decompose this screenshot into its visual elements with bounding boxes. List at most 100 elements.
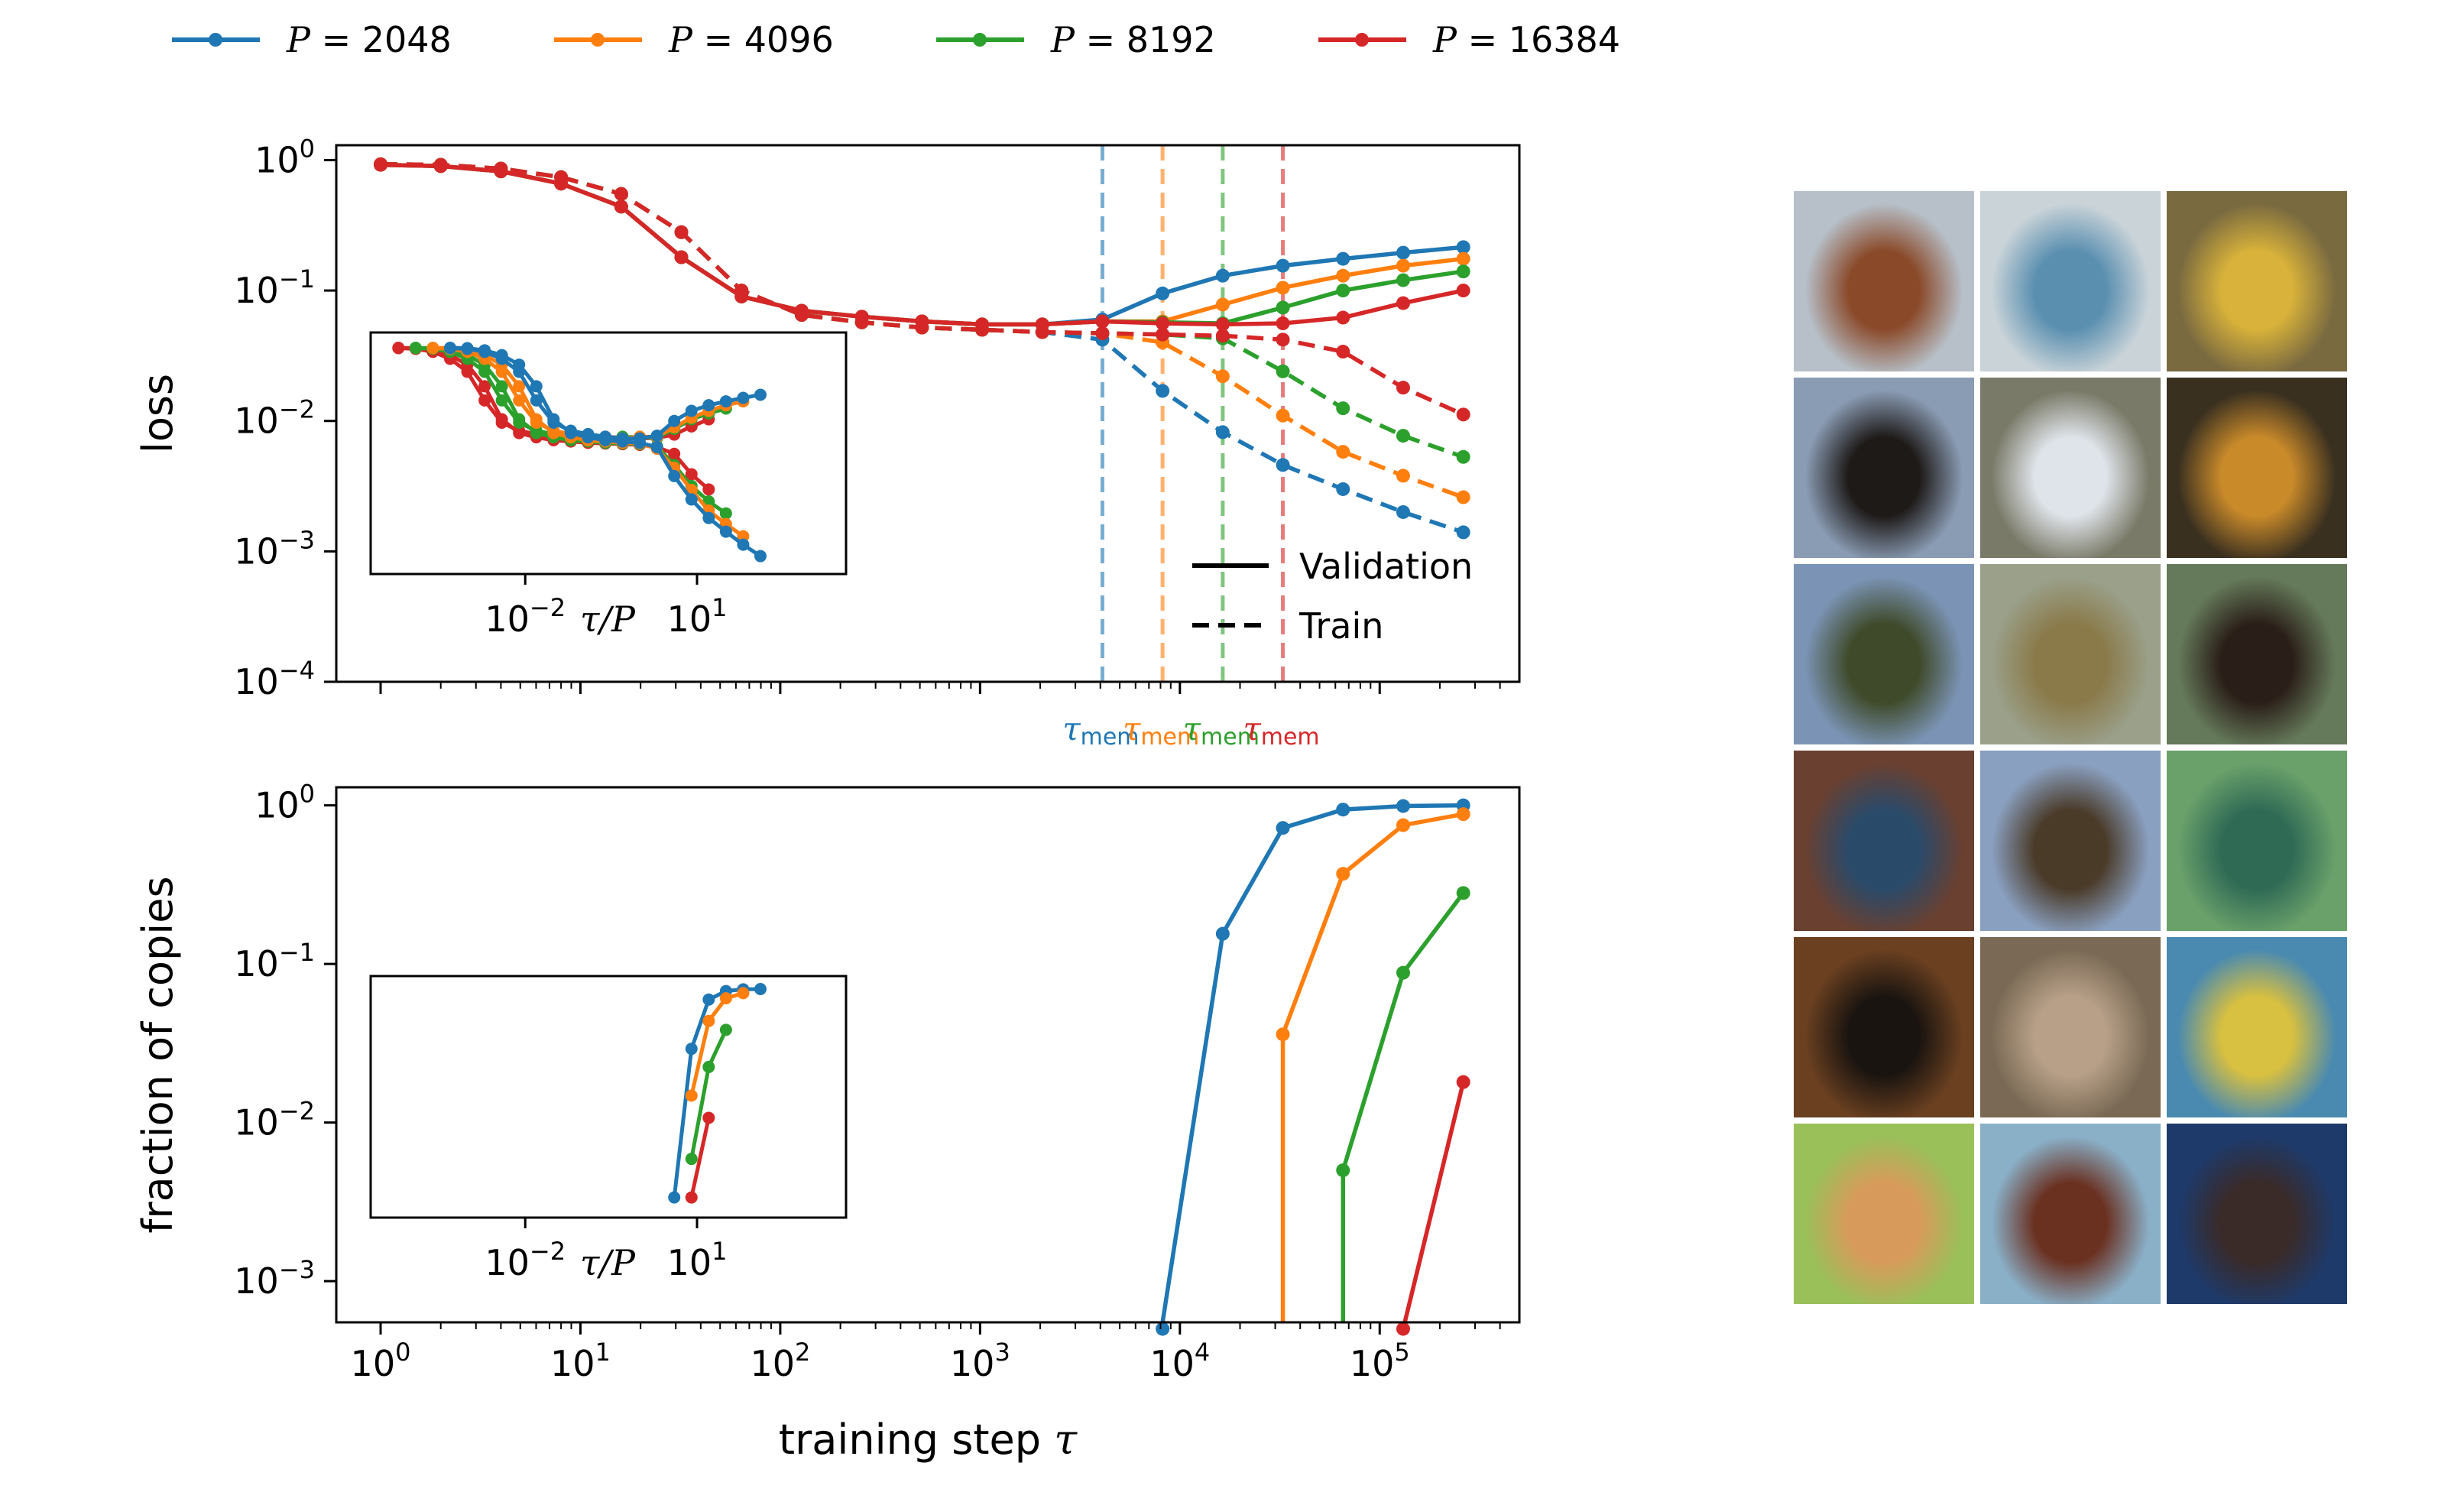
tau-mem-sub-1: mem	[1140, 724, 1199, 751]
loss-point	[1156, 286, 1170, 300]
loss-inset-point	[719, 525, 732, 538]
copies-inset-point	[754, 983, 767, 996]
bot-xtick-label-0-base: 10	[351, 1343, 396, 1384]
bot-inset-xtick-label-0-exp: −2	[530, 1237, 566, 1266]
bot-ytick-label-2-exp: −1	[279, 938, 315, 967]
bot-ytick-label-0-base: 10	[234, 1260, 279, 1302]
loss-inset-point	[530, 380, 543, 393]
legend-symbol-0: P	[286, 19, 311, 60]
loss-point	[1215, 268, 1230, 283]
loss-inset-point	[513, 416, 526, 429]
sample-image-deer	[1980, 751, 2161, 931]
loss-inset-point	[582, 427, 595, 440]
legend-value-2: = 8192	[1075, 19, 1216, 60]
legend-marker-0	[209, 33, 222, 47]
loss-point	[554, 170, 569, 184]
copies-inset-point	[702, 1111, 715, 1124]
bot-ytick-label-0-exp: −3	[279, 1255, 315, 1284]
bot-xtick-label-1: 101	[550, 1338, 611, 1384]
tau-mem-label-0: τmem	[1062, 710, 1139, 751]
sample-image-ship	[2167, 937, 2347, 1117]
sample-image-ship	[2167, 1124, 2347, 1304]
loss-inset-point	[426, 342, 439, 355]
legend-marker-2	[973, 33, 987, 47]
loss-inset-point	[719, 507, 732, 520]
loss-inset-point	[737, 538, 750, 551]
legend-label-2: P = 8192	[1050, 19, 1216, 60]
sample-image-deer	[1980, 937, 2161, 1117]
loss-point	[1336, 251, 1350, 266]
copies-inset-xlabel: τ/P	[580, 1242, 636, 1283]
loss-point	[1336, 401, 1350, 416]
loss-inset-point	[530, 394, 543, 407]
sample-image-horse	[1794, 191, 1974, 371]
sample-image-frog	[2167, 378, 2347, 558]
loss-point	[915, 320, 929, 335]
bot-ytick-label-2: 10−1	[234, 938, 315, 984]
bot-ytick-label-1-exp: −2	[279, 1097, 315, 1126]
copies-inset-point	[685, 1153, 698, 1166]
loss-inset-point	[702, 511, 715, 524]
copies-point	[1336, 1163, 1350, 1178]
loss-point	[854, 315, 869, 329]
top-ytick-label-2: 10−2	[234, 395, 315, 442]
copies-inset-point	[719, 992, 732, 1005]
loss-point	[614, 186, 628, 201]
loss-inset-point	[495, 380, 508, 393]
bot-ytick-label-3-base: 10	[255, 785, 300, 826]
copies-point	[1276, 1027, 1290, 1042]
loss-point	[1276, 408, 1290, 423]
loss-point	[1336, 482, 1350, 496]
legend-label-3: P = 16384	[1432, 19, 1620, 60]
loss-point	[1396, 469, 1410, 483]
bot-xtick-label-4: 104	[1149, 1338, 1210, 1384]
loss-point	[1396, 296, 1410, 310]
x-axis-label-text: training step	[779, 1416, 1054, 1464]
top-ytick-label-4-base: 10	[255, 139, 300, 180]
legend-value-1: = 4096	[692, 19, 834, 60]
loss-point	[674, 225, 689, 239]
loss-inset-point	[668, 414, 681, 427]
bot-xtick-label-2-base: 10	[750, 1343, 795, 1384]
loss-point	[1456, 525, 1470, 540]
bot-xtick-label-0-exp: 0	[395, 1338, 410, 1367]
sample-image-frog	[1980, 564, 2161, 744]
sample-image-tree	[1794, 564, 1974, 744]
copies-inset-series-3	[689, 1117, 711, 1198]
sample-image-ship	[1980, 1124, 2161, 1304]
top-ytick-label-2-base: 10	[234, 401, 279, 442]
copies-inset-point	[685, 1089, 698, 1102]
bot-inset-xtick-label-0-base: 10	[485, 1242, 530, 1283]
bot-xtick-label-2: 102	[750, 1338, 810, 1384]
tau-mem-symbol-3: τ	[1243, 710, 1261, 748]
loss-inset-point	[478, 394, 491, 407]
loss-inset-point	[513, 394, 526, 407]
bot-xtick-label-2-exp: 2	[795, 1338, 810, 1367]
copies-inset-point	[737, 987, 750, 1000]
tau-mem-label-1: τmem	[1123, 710, 1199, 751]
loss-inset-point	[737, 391, 750, 404]
loss-point	[1396, 273, 1410, 287]
loss-point	[1095, 326, 1110, 341]
loss-point	[1095, 314, 1110, 329]
legend-symbol-2: P	[1050, 19, 1075, 60]
bot-xtick-label-4-base: 10	[1149, 1343, 1195, 1384]
loss-point	[374, 157, 388, 171]
loss-point	[1456, 490, 1470, 504]
loss-point	[1215, 369, 1230, 384]
copies-point	[1276, 821, 1290, 835]
loss-point	[494, 161, 508, 176]
loss-point	[1215, 329, 1230, 343]
loss-inset-point	[513, 365, 526, 378]
loss-inset-point	[564, 424, 577, 437]
copies-point	[1456, 807, 1470, 822]
copies-point	[1215, 926, 1230, 941]
tau-mem-symbol-2: τ	[1183, 710, 1201, 748]
loss-inset-point	[495, 365, 508, 378]
loss-point	[1396, 381, 1410, 395]
sample-image-car	[2167, 751, 2347, 931]
loss-inset-point	[702, 483, 715, 496]
sample-image-car	[1794, 751, 1974, 931]
copies-inset-point	[702, 1014, 715, 1027]
